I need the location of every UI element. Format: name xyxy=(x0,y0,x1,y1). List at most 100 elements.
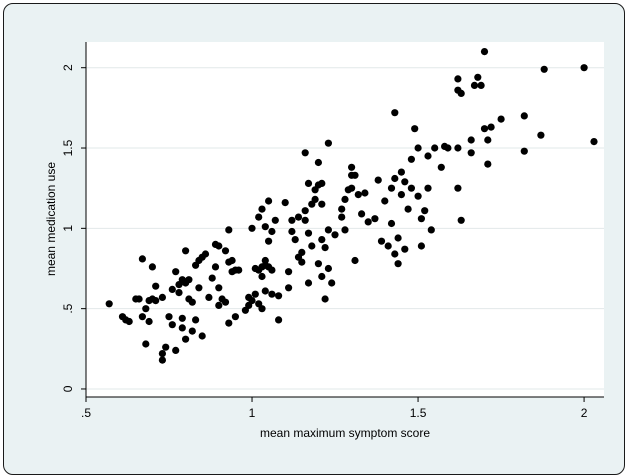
data-point xyxy=(221,247,230,255)
data-point xyxy=(255,213,263,221)
data-point xyxy=(285,284,293,292)
data-point xyxy=(258,305,266,313)
data-point xyxy=(261,287,269,295)
y-tick-label: 1.5 xyxy=(61,139,75,156)
data-point xyxy=(188,327,196,335)
data-point xyxy=(387,184,396,192)
data-point xyxy=(145,317,153,326)
data-point xyxy=(324,264,332,273)
data-point xyxy=(331,231,339,239)
data-point xyxy=(265,197,273,205)
data-point xyxy=(268,290,276,298)
data-point xyxy=(351,256,359,265)
data-point xyxy=(105,300,113,308)
data-point xyxy=(188,298,196,306)
x-tick-label: 1 xyxy=(249,406,256,420)
data-point xyxy=(142,305,150,313)
data-point xyxy=(205,293,213,301)
data-point xyxy=(394,260,402,268)
data-point xyxy=(168,285,176,293)
data-point xyxy=(318,272,326,281)
data-point xyxy=(338,205,346,213)
data-point xyxy=(387,219,396,228)
data-point xyxy=(288,216,296,224)
y-tick-label: 0 xyxy=(61,385,75,392)
data-point xyxy=(235,266,243,274)
data-point xyxy=(484,136,492,144)
data-point xyxy=(148,263,156,271)
data-point xyxy=(125,317,133,326)
data-point xyxy=(168,321,176,329)
data-point xyxy=(321,244,329,252)
data-point xyxy=(407,184,415,192)
data-point xyxy=(397,191,405,199)
data-point xyxy=(437,163,445,171)
data-point xyxy=(185,276,193,284)
data-point xyxy=(228,256,236,265)
data-point xyxy=(225,226,233,234)
data-point xyxy=(417,242,425,250)
data-point xyxy=(162,343,170,351)
data-point xyxy=(294,213,303,221)
data-point xyxy=(195,284,203,292)
data-point xyxy=(397,168,405,176)
data-point xyxy=(407,155,415,163)
data-point xyxy=(258,205,266,213)
x-axis-ticks: .5 1 1.5 2 xyxy=(81,397,588,420)
scatter-chart: .5 1 1.5 2 0 .5 1 1.5 2 mean maximum symptom sc… xyxy=(44,42,604,440)
data-point xyxy=(361,189,369,197)
data-point xyxy=(401,245,409,253)
data-point xyxy=(314,158,322,167)
data-point xyxy=(265,237,273,245)
data-point xyxy=(391,174,399,183)
y-tick-label: 2 xyxy=(61,64,75,71)
data-point xyxy=(301,207,309,215)
data-point xyxy=(467,136,475,144)
data-point xyxy=(341,195,349,203)
data-point xyxy=(371,215,379,223)
data-point xyxy=(275,292,283,300)
data-point xyxy=(138,313,146,321)
data-point xyxy=(248,224,256,232)
data-point xyxy=(182,335,190,343)
data-point xyxy=(427,226,435,234)
grid-lines xyxy=(86,67,604,390)
data-point xyxy=(288,227,296,236)
data-point xyxy=(444,144,452,152)
data-point xyxy=(411,125,419,133)
data-point xyxy=(158,293,166,301)
data-point xyxy=(520,147,528,155)
data-point xyxy=(324,139,332,147)
data-point xyxy=(318,200,326,208)
data-point xyxy=(537,131,545,139)
data-point xyxy=(152,282,160,290)
data-point xyxy=(231,313,239,321)
data-point xyxy=(394,234,402,242)
data-point xyxy=(298,258,306,266)
plot-area xyxy=(86,42,604,397)
data-point xyxy=(304,279,313,287)
data-point xyxy=(377,237,386,245)
data-point xyxy=(384,242,392,250)
data-point xyxy=(364,218,372,226)
data-point xyxy=(251,290,259,298)
data-point xyxy=(424,152,432,160)
data-point xyxy=(470,81,479,89)
data-point xyxy=(291,236,299,244)
data-point xyxy=(172,346,180,354)
data-point xyxy=(201,250,210,258)
data-point xyxy=(198,332,206,340)
data-point xyxy=(192,316,200,324)
data-point xyxy=(318,236,326,244)
data-point xyxy=(477,81,485,89)
data-point xyxy=(318,179,326,187)
data-point xyxy=(275,316,283,324)
data-point xyxy=(225,319,233,327)
data-point xyxy=(474,73,482,81)
data-point xyxy=(175,289,183,297)
data-point xyxy=(381,197,389,205)
data-point xyxy=(354,191,362,199)
data-point xyxy=(311,195,319,203)
data-point xyxy=(457,216,465,224)
data-point xyxy=(467,149,475,157)
